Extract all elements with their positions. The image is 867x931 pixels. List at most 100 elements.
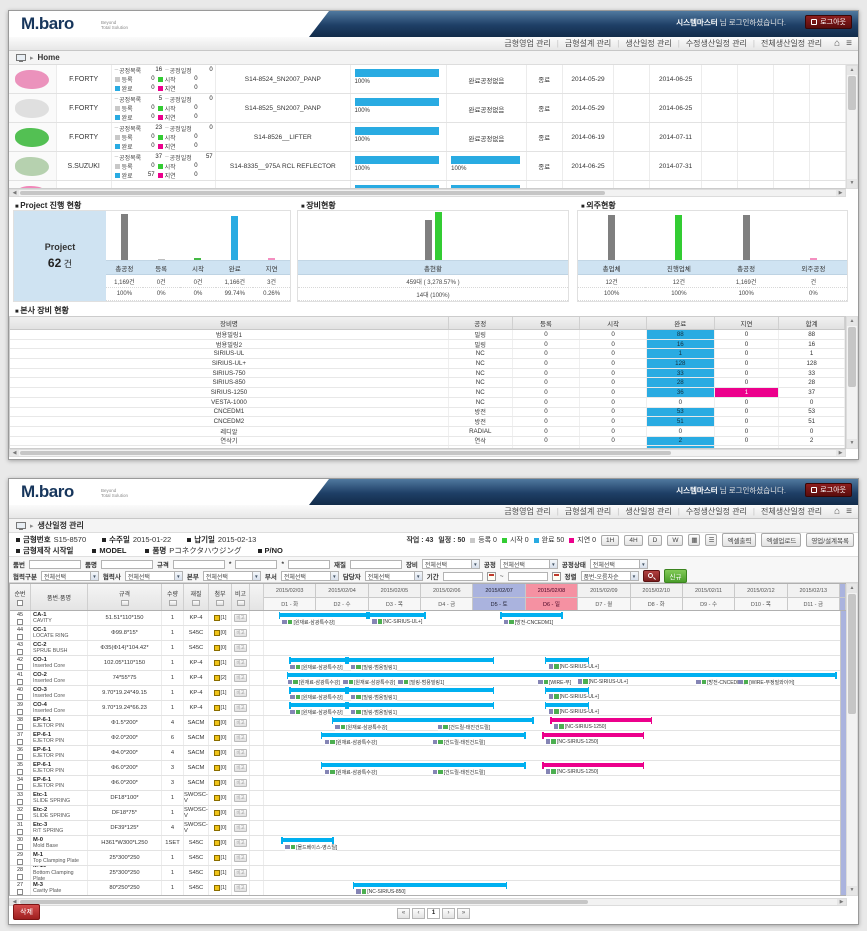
view-button-w[interactable]: W [667, 534, 684, 546]
scroll-right-arrow-icon[interactable]: ▶ [837, 899, 846, 905]
search-button[interactable] [642, 570, 660, 582]
gantt-bar[interactable] [544, 656, 590, 664]
delete-button[interactable]: 삭제 [13, 904, 40, 920]
logout-button[interactable]: 로그아웃 [805, 15, 852, 29]
grid-view-icon[interactable]: ▦ [688, 534, 701, 546]
attachment-icon[interactable] [213, 840, 220, 846]
attachment-icon[interactable] [213, 870, 220, 876]
scroll-up-arrow-icon[interactable]: ▲ [847, 66, 857, 75]
scroll-down-arrow-icon[interactable]: ▼ [847, 439, 857, 448]
attachment-icon[interactable] [213, 735, 220, 741]
menu-link-0[interactable]: 금형영업 관리 [504, 39, 551, 48]
attachment-icon[interactable] [213, 720, 220, 726]
view-button-4h[interactable]: 4H [624, 534, 643, 546]
scroll-up-arrow-icon[interactable]: ▲ [847, 317, 857, 326]
attachment-icon[interactable] [213, 780, 220, 786]
gantt-bar[interactable] [289, 701, 348, 709]
row-checkbox[interactable] [17, 663, 23, 670]
attachment-icon[interactable] [213, 615, 220, 621]
gantt-bar[interactable] [320, 761, 526, 769]
attachment-icon[interactable] [213, 675, 220, 681]
filter-select[interactable]: 전체선택 ▼ [202, 571, 261, 581]
note-button[interactable]: 비고 [234, 629, 247, 637]
row-checkbox[interactable] [17, 858, 23, 865]
note-button[interactable]: 비고 [234, 614, 247, 622]
row-checkbox[interactable] [17, 633, 23, 640]
row-checkbox[interactable] [17, 648, 23, 655]
note-button[interactable]: 비고 [234, 839, 247, 847]
menu-link-2[interactable]: 생산일정 관리 [625, 39, 672, 48]
row-checkbox[interactable] [17, 888, 23, 895]
menu-link-0[interactable]: 금형영업 관리 [504, 507, 551, 516]
grid-vscrollbar[interactable]: ▲ ▼ [846, 583, 858, 896]
select-all-checkbox[interactable] [17, 599, 23, 606]
gantt-bar[interactable] [544, 686, 590, 694]
hamburger-icon[interactable]: ≡ [846, 505, 852, 517]
calendar-icon[interactable] [486, 571, 496, 581]
filter-input[interactable] [349, 559, 402, 569]
menu-link-4[interactable]: 전체생산일정 관리 [761, 507, 823, 516]
row-checkbox[interactable] [17, 738, 23, 745]
attachment-icon[interactable] [213, 810, 220, 816]
gantt-bar[interactable] [286, 671, 837, 679]
row-checkbox[interactable] [17, 768, 23, 775]
gantt-bar[interactable] [347, 701, 495, 709]
attachment-icon[interactable] [213, 750, 220, 756]
note-button[interactable]: 비고 [234, 749, 247, 757]
row-checkbox[interactable] [17, 813, 23, 820]
calendar-icon[interactable] [551, 571, 561, 581]
action-button-1[interactable]: 엑셀업로드 [761, 533, 802, 547]
row-checkbox[interactable] [17, 618, 23, 625]
hq-table-hscrollbar[interactable]: ◀ ▶ [9, 449, 846, 457]
attachment-icon[interactable] [213, 645, 220, 651]
hamburger-icon[interactable]: ≡ [846, 37, 852, 49]
action-button-2[interactable]: 영업/설계목록 [806, 533, 854, 547]
gantt-bar[interactable] [550, 716, 653, 724]
gantt-bar[interactable] [544, 701, 590, 709]
scroll-left-arrow-icon[interactable]: ◀ [10, 450, 19, 456]
note-button[interactable]: 비고 [234, 674, 247, 682]
note-button[interactable]: 비고 [234, 719, 247, 727]
home-icon[interactable]: ⌂ [834, 37, 841, 49]
note-button[interactable]: 비고 [234, 854, 247, 862]
filter-select[interactable]: 전체선택 ▼ [40, 571, 99, 581]
scroll-left-arrow-icon[interactable]: ◀ [10, 190, 19, 196]
pager-button-0[interactable]: « [397, 907, 410, 919]
menu-link-1[interactable]: 금형설계 관리 [564, 507, 612, 516]
row-checkbox[interactable] [17, 708, 23, 715]
view-button-1h[interactable]: 1H [601, 534, 620, 546]
gantt-bar[interactable] [352, 881, 508, 889]
row-checkbox[interactable] [17, 843, 23, 850]
row-checkbox[interactable] [17, 828, 23, 835]
column-filter-icon[interactable] [236, 599, 245, 606]
scroll-left-arrow-icon[interactable]: ◀ [10, 899, 19, 905]
date-to-input[interactable] [507, 571, 548, 581]
note-button[interactable]: 비고 [234, 794, 247, 802]
scroll-down-arrow-icon[interactable]: ▼ [847, 179, 857, 188]
menu-link-1[interactable]: 금형설계 관리 [564, 39, 612, 48]
filter-select[interactable]: 품번-오름차순 ▼ [580, 571, 639, 581]
row-checkbox[interactable] [17, 678, 23, 685]
scroll-right-arrow-icon[interactable]: ▶ [836, 450, 845, 456]
note-button[interactable]: 비고 [234, 704, 247, 712]
filter-select[interactable]: 전체선택 ▼ [499, 559, 558, 569]
attachment-icon[interactable] [213, 855, 220, 861]
row-checkbox[interactable] [17, 693, 23, 700]
logout-button[interactable]: 로그아웃 [805, 483, 852, 497]
attachment-icon[interactable] [213, 825, 220, 831]
filter-input[interactable] [100, 559, 153, 569]
grid-hscrollbar[interactable]: ◀ ▶ [9, 898, 847, 906]
gantt-bar[interactable] [289, 686, 348, 694]
note-button[interactable]: 비고 [234, 824, 247, 832]
column-filter-icon[interactable] [168, 599, 177, 606]
attachment-icon[interactable] [213, 690, 220, 696]
column-filter-icon[interactable] [120, 599, 129, 606]
note-button[interactable]: 비고 [234, 869, 247, 877]
project-list-vscrollbar[interactable]: ▲ ▼ [846, 65, 858, 189]
note-button[interactable]: 비고 [234, 764, 247, 772]
gantt-bar[interactable] [347, 656, 495, 664]
filter-select[interactable]: 전체선택 ▼ [280, 571, 339, 581]
gantt-bar[interactable] [542, 761, 645, 769]
scrollbar-thumb[interactable] [848, 76, 856, 110]
column-filter-icon[interactable] [192, 599, 200, 606]
